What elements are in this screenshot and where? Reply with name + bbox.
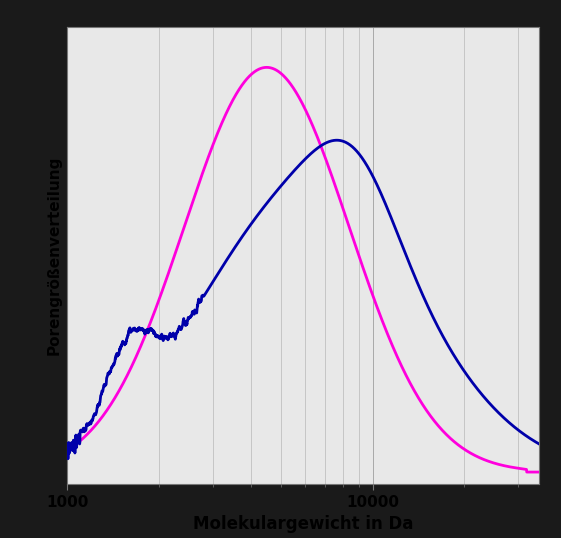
Y-axis label: Porengrößenverteilung: Porengrößenverteilung [47,156,62,355]
X-axis label: Molekulargewicht in Da: Molekulargewicht in Da [193,515,413,533]
